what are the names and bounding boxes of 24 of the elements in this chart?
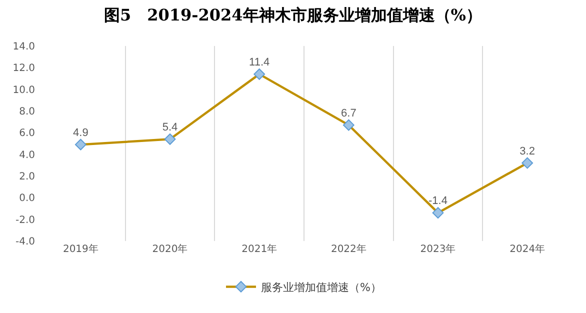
data-label: 3.2 <box>520 145 535 158</box>
y-tick-label: 8.0 <box>19 106 35 118</box>
y-tick-label: 2.0 <box>19 172 35 182</box>
data-label: 11.4 <box>249 56 270 68</box>
y-tick-label: -2.0 <box>15 214 35 226</box>
y-tick-label: 14.0 <box>12 42 35 52</box>
y-tick-label: -4.0 <box>15 236 35 248</box>
data-label: 4.9 <box>73 126 88 139</box>
y-tick-label: 4.0 <box>19 150 35 161</box>
x-tick-label: 2023年 <box>420 243 456 255</box>
y-tick-label: 12.0 <box>12 63 35 74</box>
x-tick-label: 2019年 <box>62 243 98 255</box>
data-label: -1.4 <box>428 195 448 208</box>
legend-label: 服务业增加值增速（%） <box>261 280 382 294</box>
y-tick-label: 0.0 <box>19 193 35 204</box>
data-label: 5.4 <box>162 121 178 134</box>
x-tick-label: 2022年 <box>330 243 366 255</box>
chart-title: 图5 2019-2024年神木市服务业增加值增速（%） <box>104 6 482 25</box>
y-tick-label: 6.0 <box>19 128 35 140</box>
data-label: 6.7 <box>341 107 356 120</box>
x-tick-label: 2024年 <box>510 243 546 255</box>
x-tick-label: 2020年 <box>152 243 188 255</box>
y-tick-label: 10.0 <box>12 84 35 96</box>
x-tick-label: 2021年 <box>242 243 278 255</box>
